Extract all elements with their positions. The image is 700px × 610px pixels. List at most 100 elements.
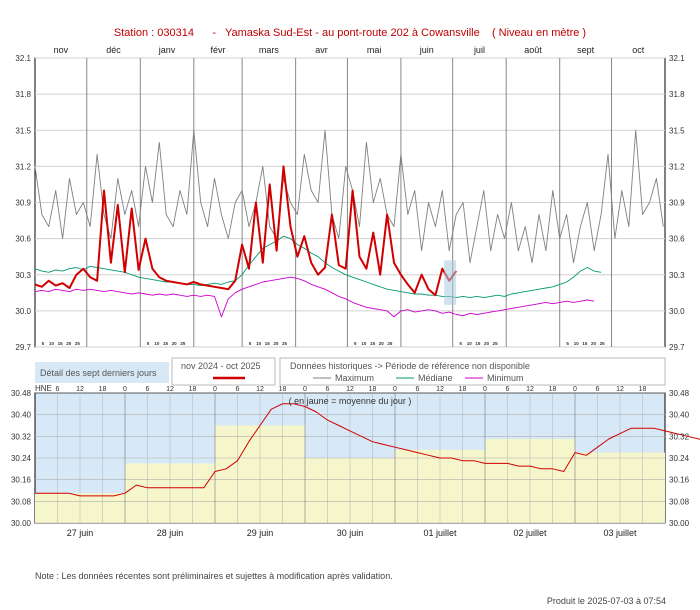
annual-month-label: mars [259,45,279,55]
detail-ytick-left: 30.24 [11,454,32,463]
detail-ytick-right: 30.00 [669,519,690,528]
annual-day-tick: 15 [58,341,64,346]
annual-day-tick: 5 [566,341,569,346]
annual-day-tick: 15 [265,341,271,346]
annual-axes: 29.7 29.7 30.0 30.0 30.3 30.3 30.6 30.6 30.9 30.9… [15,45,685,352]
detail-ytick-left: 30.40 [11,411,32,420]
annual-day-tick: 20 [379,341,385,346]
daily-mean-annotation: ( en jaune = moyenne du jour ) [289,396,412,406]
annual-month-label: nov [54,45,69,55]
historical-legend-label: Données historiques -> Période de référe… [290,361,530,371]
detail-ytick-right: 30.24 [669,454,690,463]
hour-tick-label: 0 [573,386,577,393]
hour-tick-label: 6 [596,386,600,393]
detail-axes: 30.00 30.00 30.08 30.08 30.16 30.16 30.24 30.24… [11,384,690,538]
annual-day-tick: 5 [42,341,45,346]
annual-day-tick: 20 [66,341,72,346]
hour-axis-label: HNE [35,384,52,393]
detail-ytick-left: 30.48 [11,389,32,398]
annual-grid [35,57,665,348]
annual-day-tick: 10 [154,341,160,346]
annual-day-tick: 25 [387,341,393,346]
detail-ytick-right: 30.48 [669,389,690,398]
detail-label: Détail des sept derniers jours [40,368,157,378]
detail-series [35,403,700,497]
annual-month-label: janv [158,45,176,55]
hour-tick-label: 12 [526,386,534,393]
annual-day-tick: 10 [49,341,55,346]
hour-tick-label: 0 [303,386,307,393]
annual-ytick-right: 30.6 [669,235,685,244]
annual-day-tick: 25 [600,341,606,346]
hour-tick-label: 6 [416,386,420,393]
annual-ytick-right: 29.7 [669,343,685,352]
hour-tick-label: 6 [56,386,60,393]
day-label: 01 juillet [423,528,457,538]
chart-title: Station : 030314 - Yamaska Sud-Est - au … [114,27,586,39]
annual-ytick-right: 30.9 [669,199,685,208]
hour-tick-label: 18 [279,386,287,393]
day-label: 28 juin [157,528,184,538]
annual-day-tick: 10 [361,341,367,346]
day-label: 03 juillet [603,528,637,538]
historical-legend-box [279,357,666,386]
detail-ytick-left: 30.08 [11,497,32,506]
annual-series-2 [34,276,595,318]
hour-tick-label: 18 [189,386,197,393]
annual-series-0 [34,129,664,264]
annual-day-tick: 10 [256,341,262,346]
disclaimer-note: Note : Les données récentes sont prélimi… [35,571,393,581]
annual-series-3 [34,165,458,297]
annual-ytick-left: 32.1 [15,54,31,63]
annual-ytick-right: 30.3 [669,271,685,280]
hour-tick-label: 6 [236,386,240,393]
hour-tick-label: 18 [369,386,377,393]
detail-chart: 30.00 30.00 30.08 30.08 30.16 30.16 30.24 30.24… [11,384,700,538]
annual-day-tick: 15 [163,341,169,346]
annual-day-tick: 20 [172,341,178,346]
hour-tick-label: 18 [639,386,647,393]
detail-grid [35,392,665,524]
annual-day-tick: 15 [370,341,376,346]
annual-ytick-left: 31.5 [15,126,31,135]
minimum-legend-label: Minimum [487,373,524,383]
produced-timestamp: Produit le 2025-07-03 à 07:54 [547,596,666,606]
hour-tick-label: 12 [256,386,264,393]
hour-tick-label: 12 [436,386,444,393]
annual-month-label: mai [367,45,382,55]
annual-day-tick: 25 [180,341,186,346]
detail-ytick-left: 30.32 [11,432,32,441]
day-label: 30 juin [337,528,364,538]
annual-ytick-right: 31.8 [669,90,685,99]
legend: Détail des sept derniers jours nov 2024 … [35,357,666,386]
hour-tick-label: 6 [506,386,510,393]
annual-day-tick: 20 [273,341,279,346]
detail-ytick-right: 30.40 [669,411,690,420]
hour-tick-label: 18 [549,386,557,393]
annual-ytick-left: 30.9 [15,199,31,208]
hour-tick-label: 12 [346,386,354,393]
detail-ytick-right: 30.08 [669,497,690,506]
annual-ytick-left: 30.3 [15,271,31,280]
annual-day-tick: 5 [147,341,150,346]
annual-day-tick: 5 [354,341,357,346]
annual-ytick-right: 31.5 [669,126,685,135]
annual-day-tick: 20 [484,341,490,346]
detail-label-box [35,362,169,383]
day-label: 29 juin [247,528,274,538]
annual-day-tick: 25 [75,341,81,346]
annual-day-tick: 5 [249,341,252,346]
annual-ytick-left: 31.2 [15,162,31,171]
detail-ytick-right: 30.32 [669,432,690,441]
annual-day-tick: 10 [467,341,473,346]
day-label: 02 juillet [513,528,547,538]
hour-tick-label: 12 [76,386,84,393]
current-legend-box [171,357,276,386]
detail-level-line [35,403,700,497]
annual-month-label: juin [419,45,434,55]
annual-ytick-right: 32.1 [669,54,685,63]
annual-ytick-right: 30.0 [669,307,685,316]
annual-ytick-left: 30.6 [15,235,31,244]
recent-period-highlight [444,260,457,305]
